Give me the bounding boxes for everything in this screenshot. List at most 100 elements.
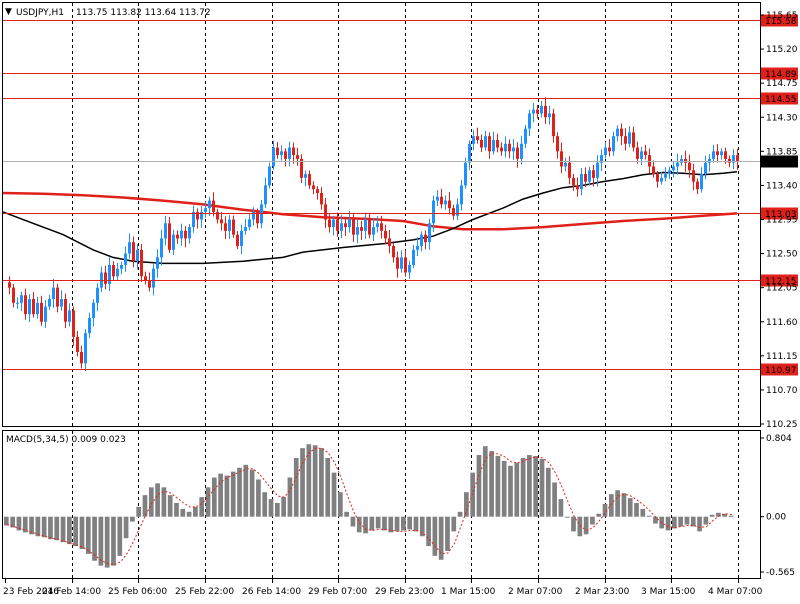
bull-candle bbox=[492, 139, 495, 152]
bear-candle bbox=[132, 242, 135, 262]
macd-histogram-bar bbox=[388, 516, 394, 533]
macd-histogram-bar bbox=[697, 516, 702, 532]
macd-histogram-bar bbox=[634, 502, 639, 517]
horizontal-levels[interactable]: 115.58 114.89 114.55 113.03 112.15 110.97 113.… bbox=[3, 14, 798, 377]
bear-candle bbox=[8, 282, 11, 288]
price-tick-label: 112.50 bbox=[766, 250, 798, 260]
bear-candle bbox=[392, 246, 395, 258]
bear-candle bbox=[296, 155, 299, 159]
bull-candle bbox=[268, 166, 271, 186]
macd-histogram-bar bbox=[407, 516, 413, 530]
bull-candle bbox=[564, 162, 567, 167]
macd-histogram-bar bbox=[79, 516, 85, 549]
macd-histogram-bar bbox=[508, 465, 513, 517]
time-tick-label: 29 Feb 23:00 bbox=[375, 587, 434, 597]
bear-candle bbox=[544, 105, 547, 118]
bear-candle bbox=[292, 147, 295, 156]
bear-candle bbox=[448, 200, 451, 209]
bear-candle bbox=[316, 189, 319, 193]
bear-candle bbox=[440, 196, 443, 205]
macd-histogram-bar bbox=[174, 502, 179, 517]
price-tick-label: 110.70 bbox=[766, 386, 798, 396]
bull-candle bbox=[340, 223, 343, 231]
bull-candle bbox=[128, 242, 131, 254]
bull-candle bbox=[16, 302, 19, 304]
bear-candle bbox=[384, 230, 387, 239]
bull-candle bbox=[164, 223, 167, 239]
bear-candle bbox=[224, 223, 227, 231]
bull-candle bbox=[676, 162, 679, 167]
candles bbox=[8, 97, 739, 372]
macd-histogram-bar bbox=[464, 492, 469, 517]
macd-histogram-bar bbox=[211, 477, 217, 517]
menu-arrow-icon[interactable]: ▼ bbox=[5, 7, 12, 17]
bull-candle bbox=[136, 249, 139, 262]
macd-histogram-bar bbox=[615, 490, 620, 517]
bear-candle bbox=[396, 257, 399, 269]
bull-candle bbox=[708, 158, 711, 163]
bull-candle bbox=[88, 317, 91, 334]
bull-candle bbox=[84, 333, 87, 364]
bear-candle bbox=[184, 230, 187, 239]
price-tick-label: 111.15 bbox=[766, 352, 798, 362]
bull-candle bbox=[520, 143, 523, 159]
macd-histogram-bar bbox=[35, 516, 41, 537]
bull-candle bbox=[156, 257, 159, 269]
macd-histogram-bar bbox=[344, 511, 349, 517]
bear-candle bbox=[76, 336, 79, 353]
bull-candle bbox=[628, 132, 631, 144]
bull-candle bbox=[348, 219, 351, 228]
macd-indicator: 0.804 0.00 -0.565 bbox=[4, 434, 795, 578]
macd-histogram-bar bbox=[627, 498, 633, 517]
macd-histogram-bar bbox=[262, 492, 268, 517]
bull-candle bbox=[420, 234, 423, 247]
macd-histogram-bar bbox=[558, 499, 564, 517]
bear-candle bbox=[656, 174, 659, 182]
bull-candle bbox=[704, 162, 707, 175]
bear-candle bbox=[300, 158, 303, 178]
bull-candle bbox=[720, 151, 723, 156]
macd-histogram-bar bbox=[571, 516, 576, 532]
bear-candle bbox=[112, 264, 115, 277]
macd-histogram-bar bbox=[432, 516, 438, 556]
bear-candle bbox=[144, 276, 147, 281]
bear-candle bbox=[104, 272, 107, 284]
bull-candle bbox=[20, 295, 23, 303]
macd-histogram-bar bbox=[501, 460, 507, 517]
bear-candle bbox=[496, 139, 499, 148]
bear-candle bbox=[236, 234, 239, 247]
bear-candle bbox=[404, 257, 407, 273]
bear-candle bbox=[584, 174, 587, 182]
bear-candle bbox=[32, 299, 35, 315]
macd-histogram-bar bbox=[413, 516, 419, 532]
fast-moving-average bbox=[2, 171, 738, 265]
current-price-tag bbox=[761, 155, 798, 168]
bull-candle bbox=[732, 155, 735, 163]
macd-histogram-bar bbox=[716, 512, 721, 517]
bear-candle bbox=[572, 177, 575, 186]
bear-candle bbox=[64, 299, 67, 322]
macd-histogram-bar bbox=[470, 472, 476, 517]
bull-candle bbox=[672, 166, 675, 171]
price-tick-label: 115.65 bbox=[766, 11, 798, 21]
bull-candle bbox=[640, 151, 643, 159]
bear-candle bbox=[508, 143, 511, 152]
current-price-label: 113.72 bbox=[765, 158, 797, 168]
macd-histogram-bar bbox=[527, 455, 532, 517]
macd-panel-frame bbox=[2, 430, 761, 579]
bear-candle bbox=[452, 208, 455, 216]
level-tag bbox=[761, 363, 798, 376]
bear-candle bbox=[620, 128, 623, 137]
macd-histogram-bar bbox=[451, 516, 457, 532]
macd-histogram-bar bbox=[300, 448, 305, 517]
bull-candle bbox=[408, 264, 411, 273]
bear-candle bbox=[516, 147, 519, 159]
bear-candle bbox=[648, 155, 651, 167]
bull-candle bbox=[116, 268, 119, 277]
bull-candle bbox=[252, 211, 255, 220]
bear-candle bbox=[652, 166, 655, 175]
bull-candle bbox=[604, 147, 607, 156]
bull-candle bbox=[600, 155, 603, 163]
